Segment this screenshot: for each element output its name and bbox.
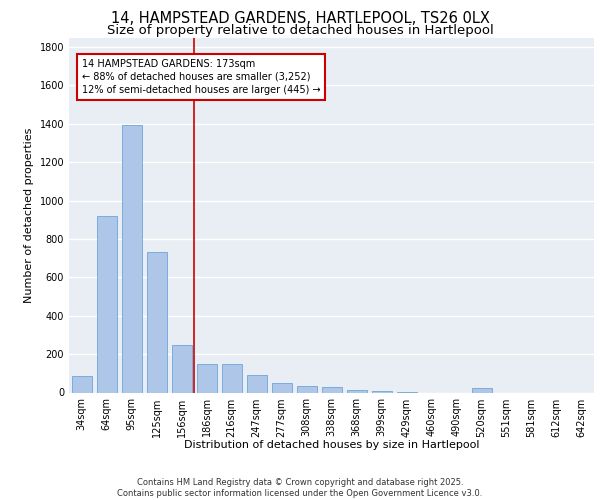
Bar — [247, 375, 266, 392]
X-axis label: Distribution of detached houses by size in Hartlepool: Distribution of detached houses by size … — [184, 440, 479, 450]
Text: Size of property relative to detached houses in Hartlepool: Size of property relative to detached ho… — [107, 24, 493, 37]
Bar — [146, 252, 167, 392]
Text: 14 HAMPSTEAD GARDENS: 173sqm
← 88% of detached houses are smaller (3,252)
12% of: 14 HAMPSTEAD GARDENS: 173sqm ← 88% of de… — [82, 58, 320, 95]
Bar — [347, 390, 367, 392]
Bar — [271, 383, 292, 392]
Bar — [472, 388, 491, 392]
Bar — [296, 386, 317, 392]
Bar — [371, 390, 392, 392]
Bar — [221, 364, 241, 392]
Bar — [172, 346, 191, 393]
Bar — [97, 216, 116, 392]
Bar — [322, 386, 341, 392]
Bar — [71, 376, 91, 392]
Bar — [197, 364, 217, 392]
Bar — [121, 125, 142, 392]
Y-axis label: Number of detached properties: Number of detached properties — [24, 128, 34, 302]
Text: Contains HM Land Registry data © Crown copyright and database right 2025.
Contai: Contains HM Land Registry data © Crown c… — [118, 478, 482, 498]
Text: 14, HAMPSTEAD GARDENS, HARTLEPOOL, TS26 0LX: 14, HAMPSTEAD GARDENS, HARTLEPOOL, TS26 … — [110, 11, 490, 26]
